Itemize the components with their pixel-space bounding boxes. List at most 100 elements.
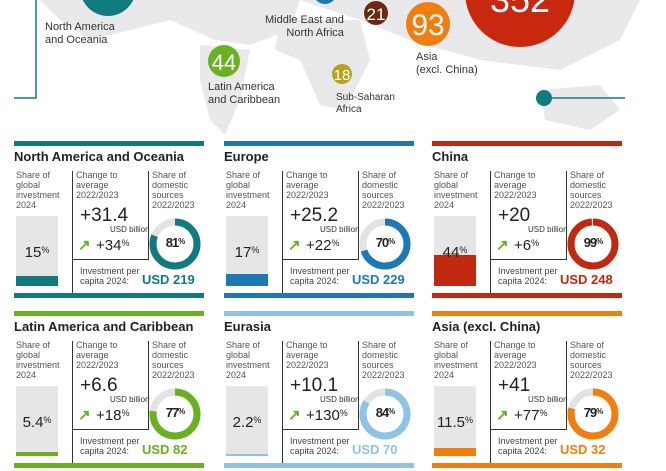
per-capita-value: USD 219	[142, 272, 195, 287]
label-ssa: Sub-Saharan Africa	[336, 92, 395, 116]
bubble-mena	[364, 1, 388, 25]
label-line: 2022/2023	[286, 190, 329, 200]
change-value: +20	[498, 205, 531, 226]
arrow-up-right-icon: ↗	[496, 407, 509, 424]
domestic-number: 99	[583, 235, 598, 250]
domestic-number: 79	[583, 405, 598, 420]
change-value: +31.4	[80, 205, 129, 226]
label-line: 2024	[16, 200, 37, 210]
label-line: Share of	[226, 340, 261, 350]
label-asia: Asia (excl. China)	[416, 51, 478, 77]
map-graphic: 21 93 352 44 18	[14, 0, 640, 135]
domestic-donut	[359, 388, 411, 440]
bottom-stripe	[432, 293, 622, 298]
divider	[72, 259, 149, 260]
label-line: Change to	[494, 170, 536, 180]
value-asia: 93	[411, 9, 444, 42]
label-line: global	[16, 180, 41, 190]
label-mena: Middle East and North Africa	[265, 14, 344, 40]
per-capita-value: USD 229	[352, 272, 405, 287]
share-global-label: Share of global investment 2024	[434, 170, 478, 210]
domestic-label: Share of domestic sources 2022/2023	[570, 170, 613, 210]
card-title: Europe	[224, 149, 269, 164]
label-line: 2022/2023	[152, 370, 195, 380]
label-line: sources	[570, 190, 602, 200]
label-line: domestic	[362, 180, 399, 190]
label-line: Share of	[570, 340, 605, 350]
domestic-label: Share of domestic sources 2022/2023	[362, 340, 405, 380]
label-line: domestic	[362, 350, 399, 360]
label-line: 2024	[16, 370, 37, 380]
bubble-ssa	[332, 64, 352, 84]
label-line: domestic	[152, 350, 189, 360]
label-line: average	[76, 180, 109, 190]
domestic-value: 81%	[148, 235, 202, 250]
label-line: 2022/2023	[362, 370, 405, 380]
divider	[282, 429, 359, 430]
change-percent: +18%	[96, 407, 129, 424]
label-line: Change to	[76, 170, 118, 180]
value-latin: 44	[212, 50, 236, 75]
label-line: Share of	[152, 340, 187, 350]
domestic-label: Share of domestic sources 2022/2023	[152, 170, 195, 210]
label-line: average	[286, 350, 319, 360]
label-line: Share of	[434, 170, 469, 180]
change-percent: +6%	[514, 237, 539, 254]
percent-sign: %	[531, 238, 540, 248]
label-line: Investment per	[80, 266, 140, 276]
label-line: 2024	[434, 200, 455, 210]
domestic-value: 99%	[566, 235, 620, 250]
bottom-stripe	[14, 463, 204, 468]
top-stripe	[224, 141, 414, 146]
change-value: +10.1	[290, 375, 339, 396]
share-global-fill	[16, 275, 58, 286]
domestic-number: 70	[375, 235, 390, 250]
change-label: Change to average 2022/2023	[494, 170, 537, 200]
share-global-value: 17%	[226, 244, 268, 261]
bottom-stripe	[224, 463, 414, 468]
label-line: capita 2024:	[498, 446, 548, 456]
region-card: Eurasia Share of global investment 2024 Cha…	[224, 311, 414, 471]
percent-sign: %	[251, 245, 260, 255]
label-line: domestic	[152, 180, 189, 190]
share-global-bar: 2.2%	[226, 386, 268, 456]
change-label: Change to average 2022/2023	[286, 340, 329, 370]
percent-sign: %	[465, 415, 474, 425]
divider	[490, 171, 491, 296]
label-line: 2022/2023	[494, 360, 537, 370]
arrow-up-right-icon: ↗	[288, 407, 301, 424]
top-stripe	[14, 141, 204, 146]
change-value: +25.2	[290, 205, 339, 226]
change-label: Change to average 2022/2023	[76, 340, 119, 370]
label-latin: Latin America and Caribbean	[208, 81, 280, 107]
bubble-latin-america	[208, 45, 240, 77]
donut-fill	[567, 218, 619, 270]
share-global-label: Share of global investment 2024	[226, 170, 270, 210]
value-ssa: 18	[334, 67, 351, 84]
percent-sign: %	[459, 245, 468, 255]
share-global-fill	[226, 274, 268, 286]
region-card: Europe Share of global investment 2024 Chan…	[224, 141, 414, 301]
label-line: sources	[362, 360, 394, 370]
bottom-stripe	[224, 293, 414, 298]
label-line: investment	[16, 190, 60, 200]
label-line: capita 2024:	[290, 276, 340, 286]
label-line: and Oceania	[45, 34, 108, 46]
change-label: Change to average 2022/2023	[494, 340, 537, 370]
domestic-number: 81	[165, 235, 180, 250]
label-line: investment	[16, 360, 60, 370]
card-title: Asia (excl. China)	[432, 319, 541, 334]
label-line: Asia	[416, 51, 438, 63]
label-line: Share of	[362, 170, 397, 180]
label-line: Share of	[152, 170, 187, 180]
change-value: +6.6	[80, 375, 118, 396]
connector-dot	[536, 90, 552, 106]
domestic-value: 70%	[358, 235, 412, 250]
change-percent: +130%	[306, 407, 348, 424]
domestic-number: 77	[165, 405, 180, 420]
share-global-value: 15%	[16, 244, 58, 261]
top-stripe	[14, 311, 204, 316]
label-north-america: North America and Oceania	[45, 21, 115, 47]
change-percent-number: +34	[96, 237, 122, 254]
